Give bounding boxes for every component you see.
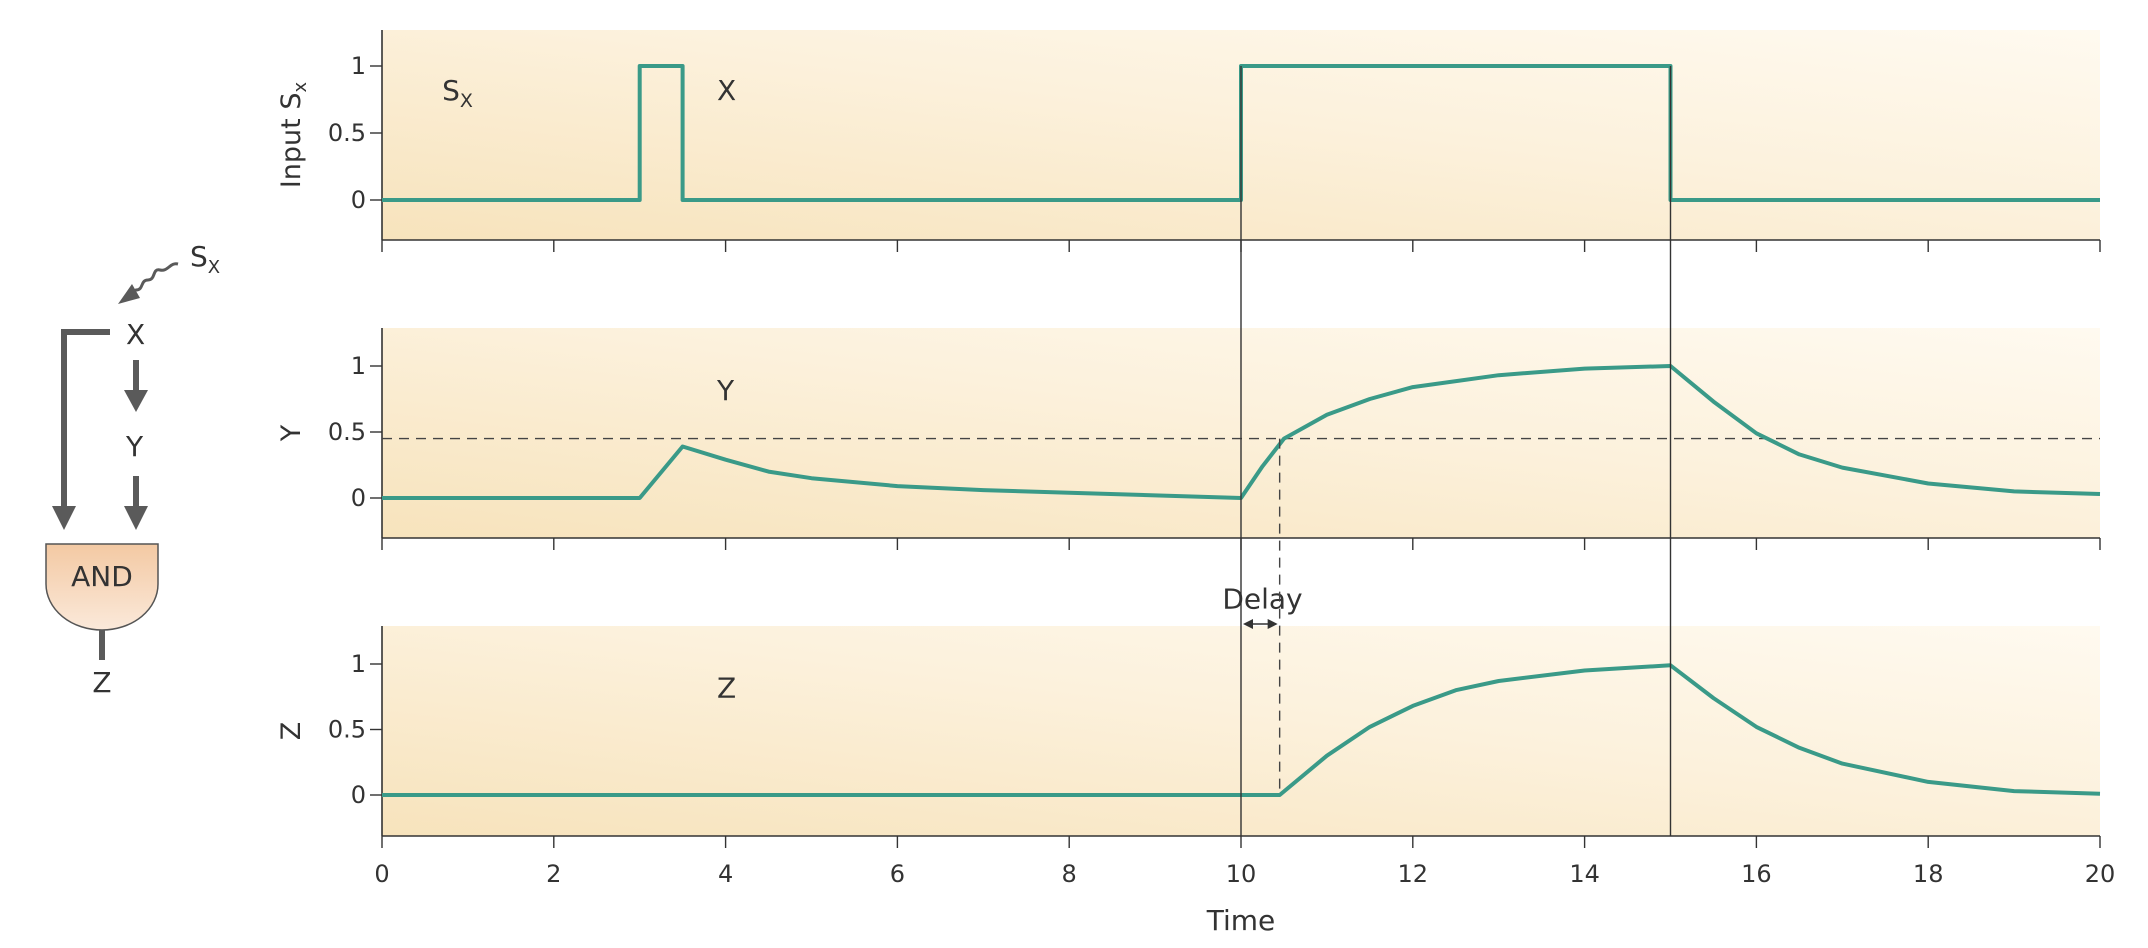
delay-arrowhead-right: [1267, 619, 1278, 629]
x-tick-label: 20: [2085, 860, 2116, 888]
x-tick-label: 2: [546, 860, 561, 888]
panel-1: 0 0.5 1 Y Y: [276, 328, 2101, 550]
arrow-y-to-and-head: [124, 506, 148, 530]
y-tick-label: 0: [351, 484, 366, 512]
circuit-diagram: SX X Y AND Z: [45, 240, 220, 699]
delay-arrowhead-left: [1243, 619, 1253, 629]
panel-annotation: X: [717, 74, 736, 107]
series-line: [382, 364, 2101, 500]
y-tick-label: 0.5: [328, 418, 366, 446]
x-tick-label: 0: [374, 860, 389, 888]
panel-annotation: SX: [442, 74, 473, 112]
y-tick-label: 0: [351, 186, 366, 214]
diagram-node-x: X: [126, 318, 145, 351]
diagram-signal-label: SX: [190, 240, 220, 278]
y-tick-label: 0: [351, 781, 366, 809]
x-tick-label: 6: [890, 860, 905, 888]
arrow-x-to-and-head: [52, 506, 76, 530]
and-gate: [45, 543, 159, 631]
x-tick-label: 18: [1913, 860, 1944, 888]
and-gate-label: AND: [71, 560, 133, 593]
y-tick-label: 0.5: [328, 119, 366, 147]
y-tick-label: 1: [351, 52, 366, 80]
diagram-node-y: Y: [125, 430, 144, 463]
y-axis-label: Y: [276, 424, 307, 442]
diagram-output-z: Z: [92, 666, 111, 699]
y-axis-label: Input Sx: [276, 82, 311, 189]
arrow-x-to-y-head: [124, 390, 148, 412]
y-tick-label: 1: [351, 352, 366, 380]
x-axis-label: Time: [1206, 904, 1276, 937]
arrow-x-to-and: [61, 329, 110, 510]
x-tick-label: 4: [718, 860, 733, 888]
y-axis-label: Z: [276, 722, 307, 741]
x-tick-label: 14: [1569, 860, 1600, 888]
y-tick-label: 0.5: [328, 716, 366, 744]
signal-squiggle: [125, 262, 179, 298]
chart-overlay: [1240, 66, 1672, 836]
x-tick-label: 10: [1226, 860, 1257, 888]
signal-arrowhead: [118, 284, 140, 304]
panel-annotation: Z: [717, 672, 736, 705]
y-tick-label: 1: [351, 650, 366, 678]
series-line: [382, 663, 2101, 797]
panel-annotation: Delay: [1222, 583, 1302, 616]
x-tick-label: 8: [1062, 860, 1077, 888]
panel-annotation: Y: [716, 374, 735, 407]
x-tick-label: 12: [1398, 860, 1429, 888]
x-tick-label: 16: [1741, 860, 1772, 888]
panel-0: 0 0.5 1 Input Sx SX X: [276, 30, 2101, 252]
